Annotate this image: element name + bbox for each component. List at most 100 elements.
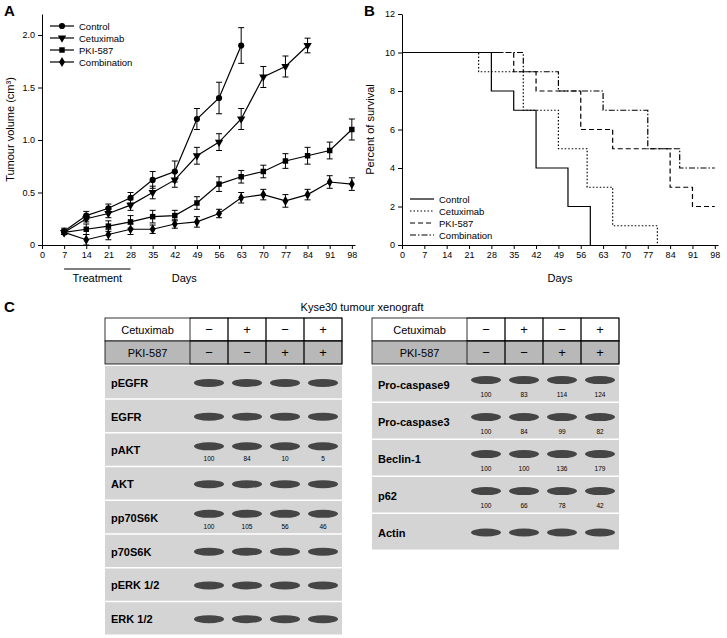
blot-strip: [105, 467, 342, 499]
tick: 2.0: [22, 30, 42, 40]
marker: [215, 140, 223, 147]
marker: [172, 213, 177, 218]
tick-label: 8: [390, 86, 395, 96]
tick-mark: [352, 245, 353, 249]
error-bar-cap: [282, 194, 288, 195]
header-cell: [228, 318, 266, 341]
header-cell: [190, 318, 228, 341]
protein-label: Pro-caspase3: [378, 416, 450, 428]
error-bar: [305, 189, 311, 200]
band: [194, 615, 224, 623]
legend-swatch: [410, 234, 434, 235]
tick-mark: [625, 245, 626, 249]
error-bar-cap: [194, 108, 200, 109]
band: [308, 510, 338, 518]
band: [194, 442, 224, 450]
error-bar-cap: [282, 56, 288, 57]
protein-label: pAKT: [111, 444, 141, 456]
series-line: [64, 46, 241, 232]
error-bar-cap: [349, 177, 355, 178]
y-axis-title: Percent of survival: [364, 84, 376, 174]
error-bar-cap: [194, 196, 200, 197]
tick-mark: [308, 245, 309, 249]
error-bar-cap: [216, 113, 222, 114]
tick-label: 21: [465, 250, 475, 260]
error-bar: [83, 235, 89, 246]
tick: 6: [390, 125, 402, 135]
marker: [171, 177, 179, 184]
tick: 70: [259, 245, 269, 260]
band: [471, 529, 501, 537]
error-bar-cap: [305, 52, 311, 53]
band: [308, 615, 338, 623]
error-bar: [216, 209, 222, 217]
tick-label: 4: [390, 163, 395, 173]
tick: 49: [192, 245, 202, 260]
legend-label: Combination: [439, 230, 492, 241]
series-line: [64, 182, 352, 240]
header-cell: [266, 318, 304, 341]
marker: [104, 211, 112, 218]
protein-label: Actin: [378, 527, 406, 539]
tick: 49: [554, 245, 564, 260]
band: [232, 442, 262, 450]
marker: [281, 64, 289, 71]
header-cell: [505, 318, 543, 341]
band: [509, 487, 539, 495]
tick-label: 35: [509, 250, 519, 260]
marker: [327, 177, 333, 187]
error-bar-cap: [83, 211, 89, 212]
error-bar-cap: [305, 164, 311, 165]
tick-mark: [648, 245, 649, 249]
marker: [127, 195, 133, 201]
tick-label: 70: [621, 250, 631, 260]
treatment-sign: −: [243, 345, 251, 360]
error-bar: [327, 176, 333, 189]
marker: [305, 190, 311, 200]
treatment-label: PKI-587: [128, 347, 168, 359]
tick-label: 35: [148, 250, 158, 260]
tick-label: 63: [237, 250, 247, 260]
x-axis-title: Days: [547, 272, 573, 284]
tick-label: 14: [442, 250, 452, 260]
error-bar-cap: [105, 204, 111, 205]
marker: [172, 219, 178, 229]
axis-line: [42, 15, 43, 246]
tick-label: 84: [666, 250, 676, 260]
legend-marker: [58, 36, 66, 43]
marker: [126, 203, 134, 210]
error-bar-cap: [238, 129, 244, 130]
tick: 2: [390, 202, 402, 212]
error-bar-cap: [282, 77, 288, 78]
error-bar: [238, 28, 244, 64]
marker: [128, 219, 133, 224]
band: [509, 413, 539, 421]
blot-strip: [105, 434, 342, 466]
legend-swatch: [410, 210, 434, 211]
band: [194, 510, 224, 518]
tick: 21: [465, 245, 475, 260]
band: [308, 480, 338, 488]
tick-label: 84: [303, 250, 313, 260]
tick-label: 49: [554, 250, 564, 260]
marker: [82, 216, 90, 223]
band: [270, 615, 300, 623]
marker: [105, 229, 111, 239]
error-bar-cap: [128, 199, 134, 200]
tick: 12: [385, 9, 402, 19]
band-quantification: 100: [481, 391, 492, 398]
header-cell: [543, 341, 581, 364]
tick: 1.0: [22, 135, 42, 145]
band: [232, 480, 262, 488]
tick-mark: [330, 245, 331, 249]
error-bar: [105, 229, 111, 240]
legend-marker: [59, 47, 64, 52]
header-row: [372, 341, 619, 364]
tick-mark: [38, 35, 42, 36]
error-bar-cap: [282, 168, 288, 169]
band-quantification: 100: [204, 455, 215, 462]
legend: ControlCetuximabPKI-587Combination: [410, 194, 492, 241]
tick-label: 2.0: [22, 30, 35, 40]
error-bar: [349, 119, 355, 140]
blot-strip: [105, 366, 342, 398]
